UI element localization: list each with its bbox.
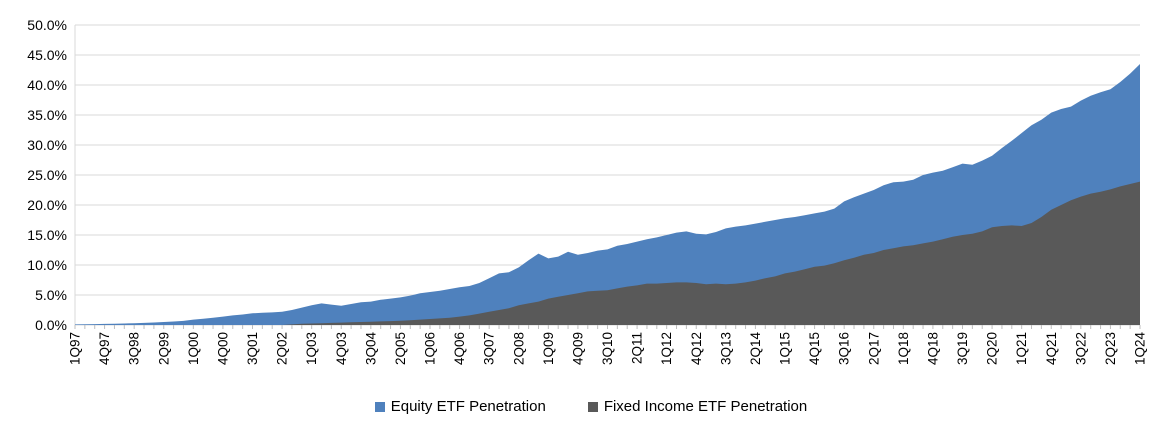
x-tick-label: 3Q07 bbox=[482, 332, 497, 365]
x-tick-label: 3Q16 bbox=[837, 332, 852, 365]
x-tick-label: 3Q22 bbox=[1073, 332, 1088, 365]
y-tick-label: 40.0% bbox=[27, 77, 67, 93]
fixed-income-area bbox=[75, 181, 1140, 325]
x-tick-label: 1Q18 bbox=[896, 332, 911, 365]
x-tick-label: 4Q12 bbox=[689, 332, 704, 365]
x-tick-label: 3Q98 bbox=[127, 332, 142, 365]
x-tick-label: 2Q20 bbox=[985, 332, 1000, 365]
x-tick-label: 1Q24 bbox=[1133, 332, 1148, 366]
x-tick-label: 1Q06 bbox=[423, 332, 438, 365]
fixed-income-series-label: Fixed Income ETF Penetration bbox=[603, 398, 808, 415]
x-tick-label: 2Q02 bbox=[275, 332, 290, 365]
equity-series-swatch bbox=[374, 401, 385, 412]
x-tick-label: 4Q00 bbox=[215, 332, 230, 365]
x-tick-label: 3Q19 bbox=[955, 332, 970, 365]
x-tick-label: 2Q08 bbox=[511, 332, 526, 365]
y-tick-label: 30.0% bbox=[27, 137, 67, 153]
y-tick-label: 10.0% bbox=[27, 257, 67, 273]
x-tick-label: 1Q15 bbox=[778, 332, 793, 365]
x-tick-label: 4Q09 bbox=[570, 332, 585, 365]
x-tick-label: 4Q03 bbox=[334, 332, 349, 365]
x-tick-label: 1Q12 bbox=[659, 332, 674, 365]
x-tick-label: 1Q21 bbox=[1014, 332, 1029, 365]
y-tick-label: 0.0% bbox=[35, 317, 67, 333]
x-tick-label: 1Q00 bbox=[186, 332, 201, 365]
y-tick-label: 45.0% bbox=[27, 47, 67, 63]
x-tick-label: 4Q21 bbox=[1044, 332, 1059, 365]
x-tick-label: 3Q04 bbox=[363, 332, 378, 366]
x-tick-label: 2Q14 bbox=[748, 332, 763, 366]
x-tick-label: 3Q10 bbox=[600, 332, 615, 365]
y-tick-label: 50.0% bbox=[27, 17, 67, 33]
fixed-income-series-swatch bbox=[587, 401, 598, 412]
x-tick-label: 2Q05 bbox=[393, 332, 408, 365]
x-tick-label: 1Q97 bbox=[68, 332, 83, 365]
legend-item-fixed-income: Fixed Income ETF Penetration bbox=[587, 398, 808, 415]
x-tick-label: 3Q01 bbox=[245, 332, 260, 365]
y-tick-label: 20.0% bbox=[27, 197, 67, 213]
x-tick-label: 2Q23 bbox=[1103, 332, 1118, 365]
y-tick-label: 35.0% bbox=[27, 107, 67, 123]
x-tick-label: 3Q13 bbox=[718, 332, 733, 365]
x-tick-label: 4Q97 bbox=[97, 332, 112, 365]
x-tick-label: 2Q99 bbox=[156, 332, 171, 365]
y-tick-label: 25.0% bbox=[27, 167, 67, 183]
chart-legend: Equity ETF Penetration Fixed Income ETF … bbox=[0, 399, 1152, 414]
y-tick-label: 5.0% bbox=[35, 287, 67, 303]
x-tick-label: 4Q18 bbox=[925, 332, 940, 365]
plot-area: 0.0% 5.0% 10.0% 15.0% 20.0% 25.0% 30.0% 35.0% 40… bbox=[27, 17, 1148, 366]
x-tick-label: 2Q17 bbox=[866, 332, 881, 365]
y-tick-label: 15.0% bbox=[27, 227, 67, 243]
x-tick-label: 1Q03 bbox=[304, 332, 319, 365]
x-tick-label: 4Q06 bbox=[452, 332, 467, 365]
x-tick-label: 1Q09 bbox=[541, 332, 556, 365]
x-tick-label: 4Q15 bbox=[807, 332, 822, 365]
legend-item-equity: Equity ETF Penetration bbox=[374, 398, 546, 415]
x-tick-label: 2Q11 bbox=[630, 332, 645, 364]
equity-series-label: Equity ETF Penetration bbox=[390, 398, 546, 415]
